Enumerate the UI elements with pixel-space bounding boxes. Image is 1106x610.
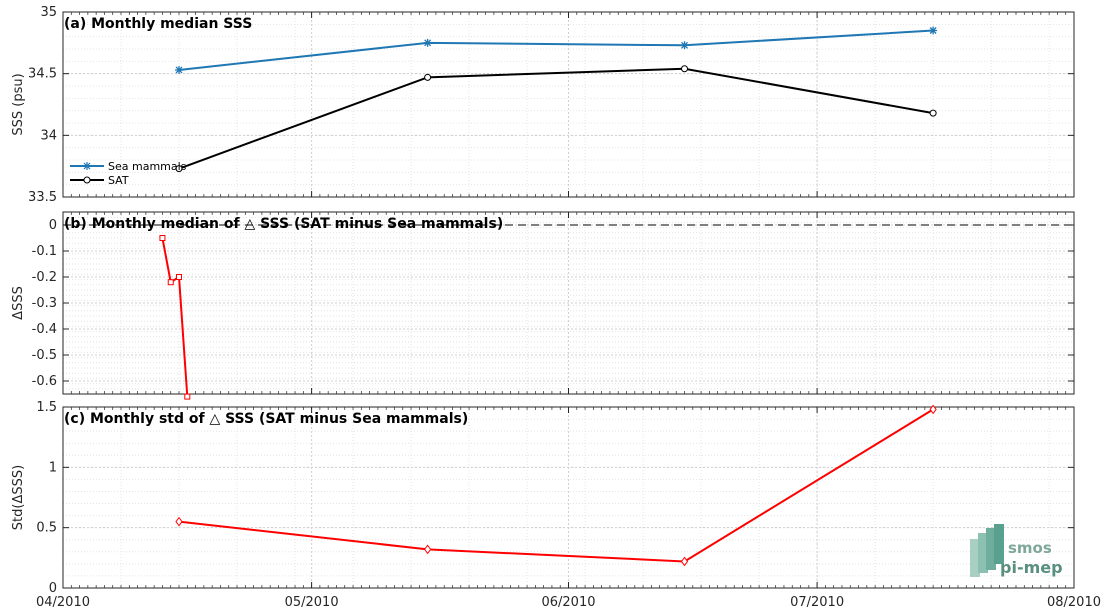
data-point [929,404,937,415]
data-point [167,279,174,286]
data-point [176,274,183,280]
y-tick-label: -0.4 [32,322,57,337]
y-tick-label: 35 [40,5,57,20]
data-point [175,65,184,74]
logo-stripe [978,533,988,573]
y-tick-label: 0.5 [36,521,57,536]
y-tick-label: 1 [49,460,57,475]
y-tick-label: -0.1 [32,244,57,259]
series-line [178,29,934,71]
y-tick-label: -0.5 [32,348,57,363]
x-tick-label: 07/2010 [790,595,844,610]
y-tick-label: -0.6 [32,374,57,389]
series-line [178,67,934,170]
series-line [178,408,934,563]
data-point [680,41,689,50]
logo-text-smos: smos [1008,539,1052,557]
y-tick-label: -0.3 [32,296,57,311]
data-point [423,38,432,47]
series-line [161,237,189,397]
y-tick-label: 0 [49,581,57,596]
y-tick-label: 34 [40,128,57,143]
panel-title: (a) Monthly median SSS [64,16,252,32]
logo-stripe [986,528,996,570]
panel-title: (b) Monthly median of △ SSS (SAT minus S… [64,216,503,232]
x-tick-label: 04/2010 [36,595,90,610]
data-point [423,544,432,555]
y-tick-label: 33.5 [28,190,57,205]
legend-marker [83,162,91,170]
chart-panel-a: 33.5 34 34.5 35 SSS (psu) (a) Monthly median … [11,5,1075,205]
logo-text-pi-mep: pi-mep [1000,558,1063,577]
data-point [424,73,432,81]
y-axis-label: Std(ΔSSS) [11,465,26,530]
y-tick-label: 34.5 [28,67,57,82]
data-point [681,65,689,73]
legend-marker [83,176,91,184]
data-point [184,393,191,400]
chart-panel-b: 0 -0.1 -0.2 -0.3 -0.4 -0.5 -0.6 ΔSSS (b) Monthly… [11,211,1075,400]
x-tick-label: 05/2010 [285,595,339,610]
x-tick-label: 06/2010 [541,595,595,610]
data-point [175,516,183,527]
logo-stripe [970,539,980,577]
chart-panel-c: 0 0.5 1 1.5 Std(ΔSSS) (c) Monthly std of △ SS… [11,400,1101,610]
y-tick-label: -0.2 [32,270,57,285]
axes-box [62,211,1075,395]
x-tick-label: 08/2010 [1047,595,1101,610]
axes-box [62,11,1075,198]
axes-box [62,406,1075,589]
data-point [175,165,183,173]
panel-title: (c) Monthly std of △ SSS (SAT minus Sea … [64,411,468,427]
y-tick-label: 1.5 [36,400,57,415]
data-point [929,109,937,117]
logo-stripe [994,524,1004,564]
data-point [680,556,689,567]
y-axis-label: ΔSSS [11,286,26,320]
smos-pi-mep-logo: smos pi-mep [970,524,1063,577]
y-tick-label: 0 [49,218,57,233]
data-point [929,26,938,35]
legend-label: SAT [108,174,129,187]
data-point [159,235,166,241]
y-axis-label: SSS (psu) [11,73,26,135]
legend-label: Sea mammals [108,160,187,173]
